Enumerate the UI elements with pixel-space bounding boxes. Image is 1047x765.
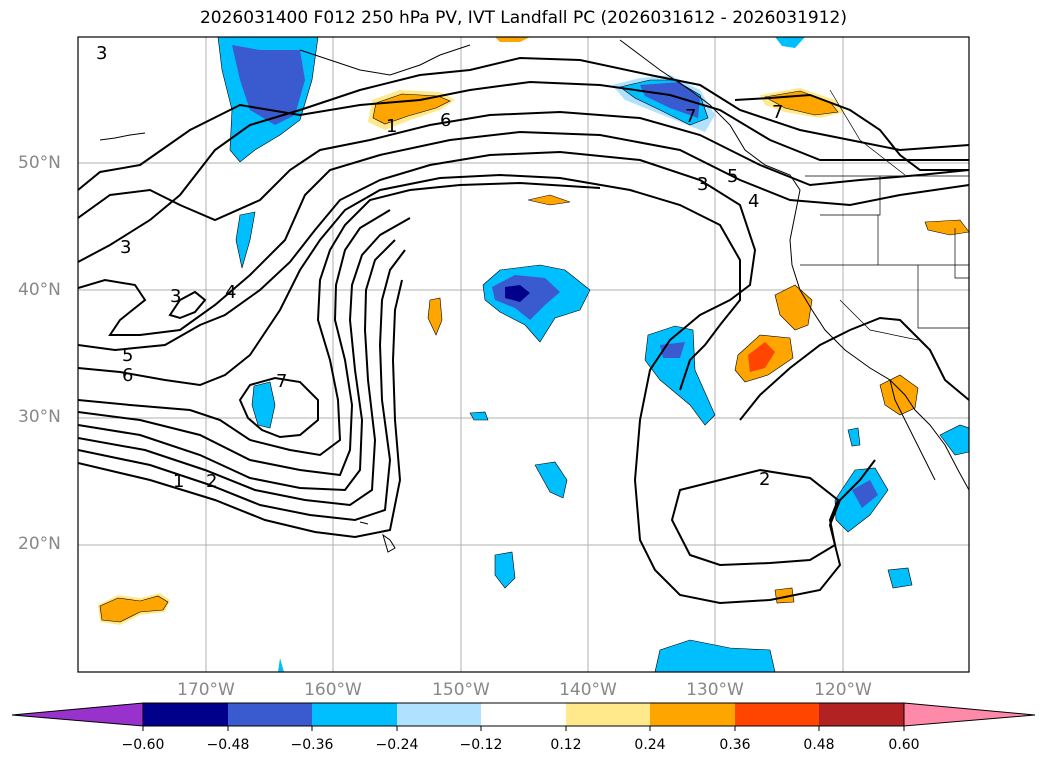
patch-small-orange: [427, 297, 443, 336]
lon-label: 130°W: [686, 680, 744, 700]
contour-label: 5: [122, 345, 133, 366]
patch-small-cyan-6: [887, 567, 913, 589]
patch-se-negative: [644, 325, 716, 426]
contour-label: 3: [96, 43, 107, 64]
colorbar-swatch: [566, 703, 650, 726]
colorbar-swatch: [481, 703, 566, 726]
patch-baja-orange: [879, 374, 919, 416]
patch-small-cyan-2: [847, 427, 861, 447]
lon-label: 150°W: [432, 680, 490, 700]
contour-label: 4: [225, 282, 236, 303]
lat-label: 50°N: [18, 153, 61, 173]
contour-label: 2: [759, 469, 770, 490]
colorbar-tick-label: 0.24: [634, 737, 666, 753]
patch-nw-small: [235, 211, 256, 269]
patch-nw-negative-core: [232, 45, 305, 125]
map-title: 2026031400 F012 250 hPa PV, IVT Landfall…: [199, 8, 847, 28]
colorbar-swatch: [312, 703, 397, 726]
lat-label: 30°N: [18, 407, 61, 427]
lon-label: 160°W: [304, 680, 362, 700]
colorbar-extend-max: [903, 702, 1036, 727]
contour-label: 6: [122, 365, 133, 386]
patch-small-cyan-1: [469, 411, 489, 421]
colorbar-swatch: [735, 703, 819, 726]
map-frame: [77, 36, 970, 673]
patch-south-negative-core: [852, 480, 878, 508]
colorbar-tick-label: −0.24: [375, 737, 419, 753]
contour-label: 3: [120, 237, 131, 258]
colorbar-swatch: [819, 703, 904, 726]
lon-label: 170°W: [177, 680, 235, 700]
patch-right-orange: [924, 219, 969, 236]
contour-label: 4: [748, 191, 759, 212]
lat-label: 20°N: [18, 534, 61, 554]
contour-label: 7: [685, 106, 696, 127]
patch-top-orange: [495, 37, 530, 42]
colorbar-tick-label: −0.36: [290, 737, 334, 753]
patch-alaska-deep: [640, 82, 700, 118]
colorbar-swatch: [228, 703, 312, 726]
colorbar-tick-label: 0.36: [719, 737, 751, 753]
contour-label: 7: [772, 102, 783, 123]
patch-central-negative-mid: [492, 275, 560, 320]
coastlines: [99, 39, 969, 553]
pv-contours: [78, 56, 969, 605]
colorbar-swatch: [143, 703, 228, 726]
colorbar-tick-label: −0.60: [121, 737, 165, 753]
contour-label: 3: [697, 174, 708, 195]
colorbar: [11, 702, 1036, 731]
patch-small-cyan-3: [939, 424, 969, 456]
lon-label: 140°W: [559, 680, 617, 700]
contour-label: 5: [727, 166, 738, 187]
gridlines: [78, 37, 969, 672]
patch-central-negative-core: [505, 285, 530, 302]
patch-bottom-negative: [654, 639, 776, 672]
lat-label: 40°N: [18, 280, 61, 300]
patch-small-cyan-4: [534, 461, 568, 499]
colorbar-tick-label: 0.12: [550, 737, 582, 753]
patch-west-cyan: [251, 381, 276, 429]
contour-label: 2: [206, 471, 217, 492]
colorbar-swatch: [650, 703, 735, 726]
patch-sw-orange-core: [99, 595, 169, 623]
colorbar-tick-label: 0.48: [803, 737, 835, 753]
patch-top-cyan: [775, 37, 805, 48]
colorbar-tick-label: −0.12: [459, 737, 503, 753]
colorbar-swatch: [397, 703, 481, 726]
colorbar-tick-label: 0.60: [888, 737, 920, 753]
colorbar-tick-label: −0.48: [206, 737, 250, 753]
contour-label: 7: [276, 371, 287, 392]
contour-label: 6: [440, 110, 451, 131]
patch-small-cyan-5: [494, 551, 516, 589]
patch-ca-orange-core: [748, 342, 775, 372]
patch-bottom-sliver: [278, 658, 284, 672]
patch-oregon-orange: [774, 284, 813, 331]
colorbar-extend-min: [11, 702, 144, 727]
contour-label: 3: [170, 286, 181, 307]
contour-label: 1: [173, 471, 184, 492]
patch-mid-orange: [527, 194, 571, 206]
lon-label: 120°W: [814, 680, 872, 700]
contour-label: 1: [386, 116, 397, 137]
political-borders: [800, 89, 969, 341]
